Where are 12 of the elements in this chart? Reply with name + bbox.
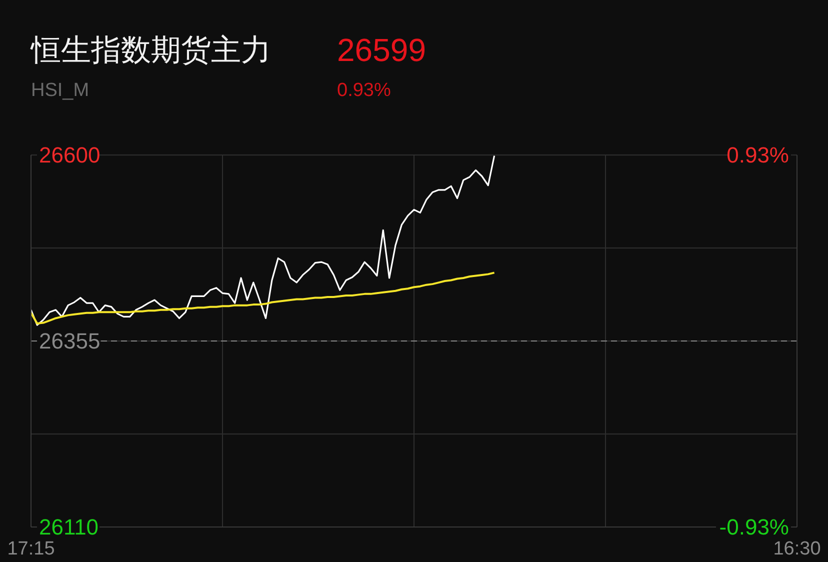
y2-tick-label: 0.93% (726, 142, 789, 168)
text: 0.93% (337, 80, 391, 102)
y-tick-label: 26110 (39, 514, 99, 540)
text: 26599 (337, 32, 426, 69)
x-tick-label: 17:15 (7, 538, 55, 560)
x-tick-label: 16:30 (773, 538, 821, 560)
y2-tick-label: -0.93% (719, 514, 789, 540)
y-tick-label: 26355 (39, 328, 100, 354)
line-series (31, 272, 496, 325)
chart-title: 恒生指数期货主力 (31, 33, 271, 69)
chart-subtitle: HSI_M (31, 80, 90, 102)
y-tick-label: 26600 (39, 142, 100, 168)
